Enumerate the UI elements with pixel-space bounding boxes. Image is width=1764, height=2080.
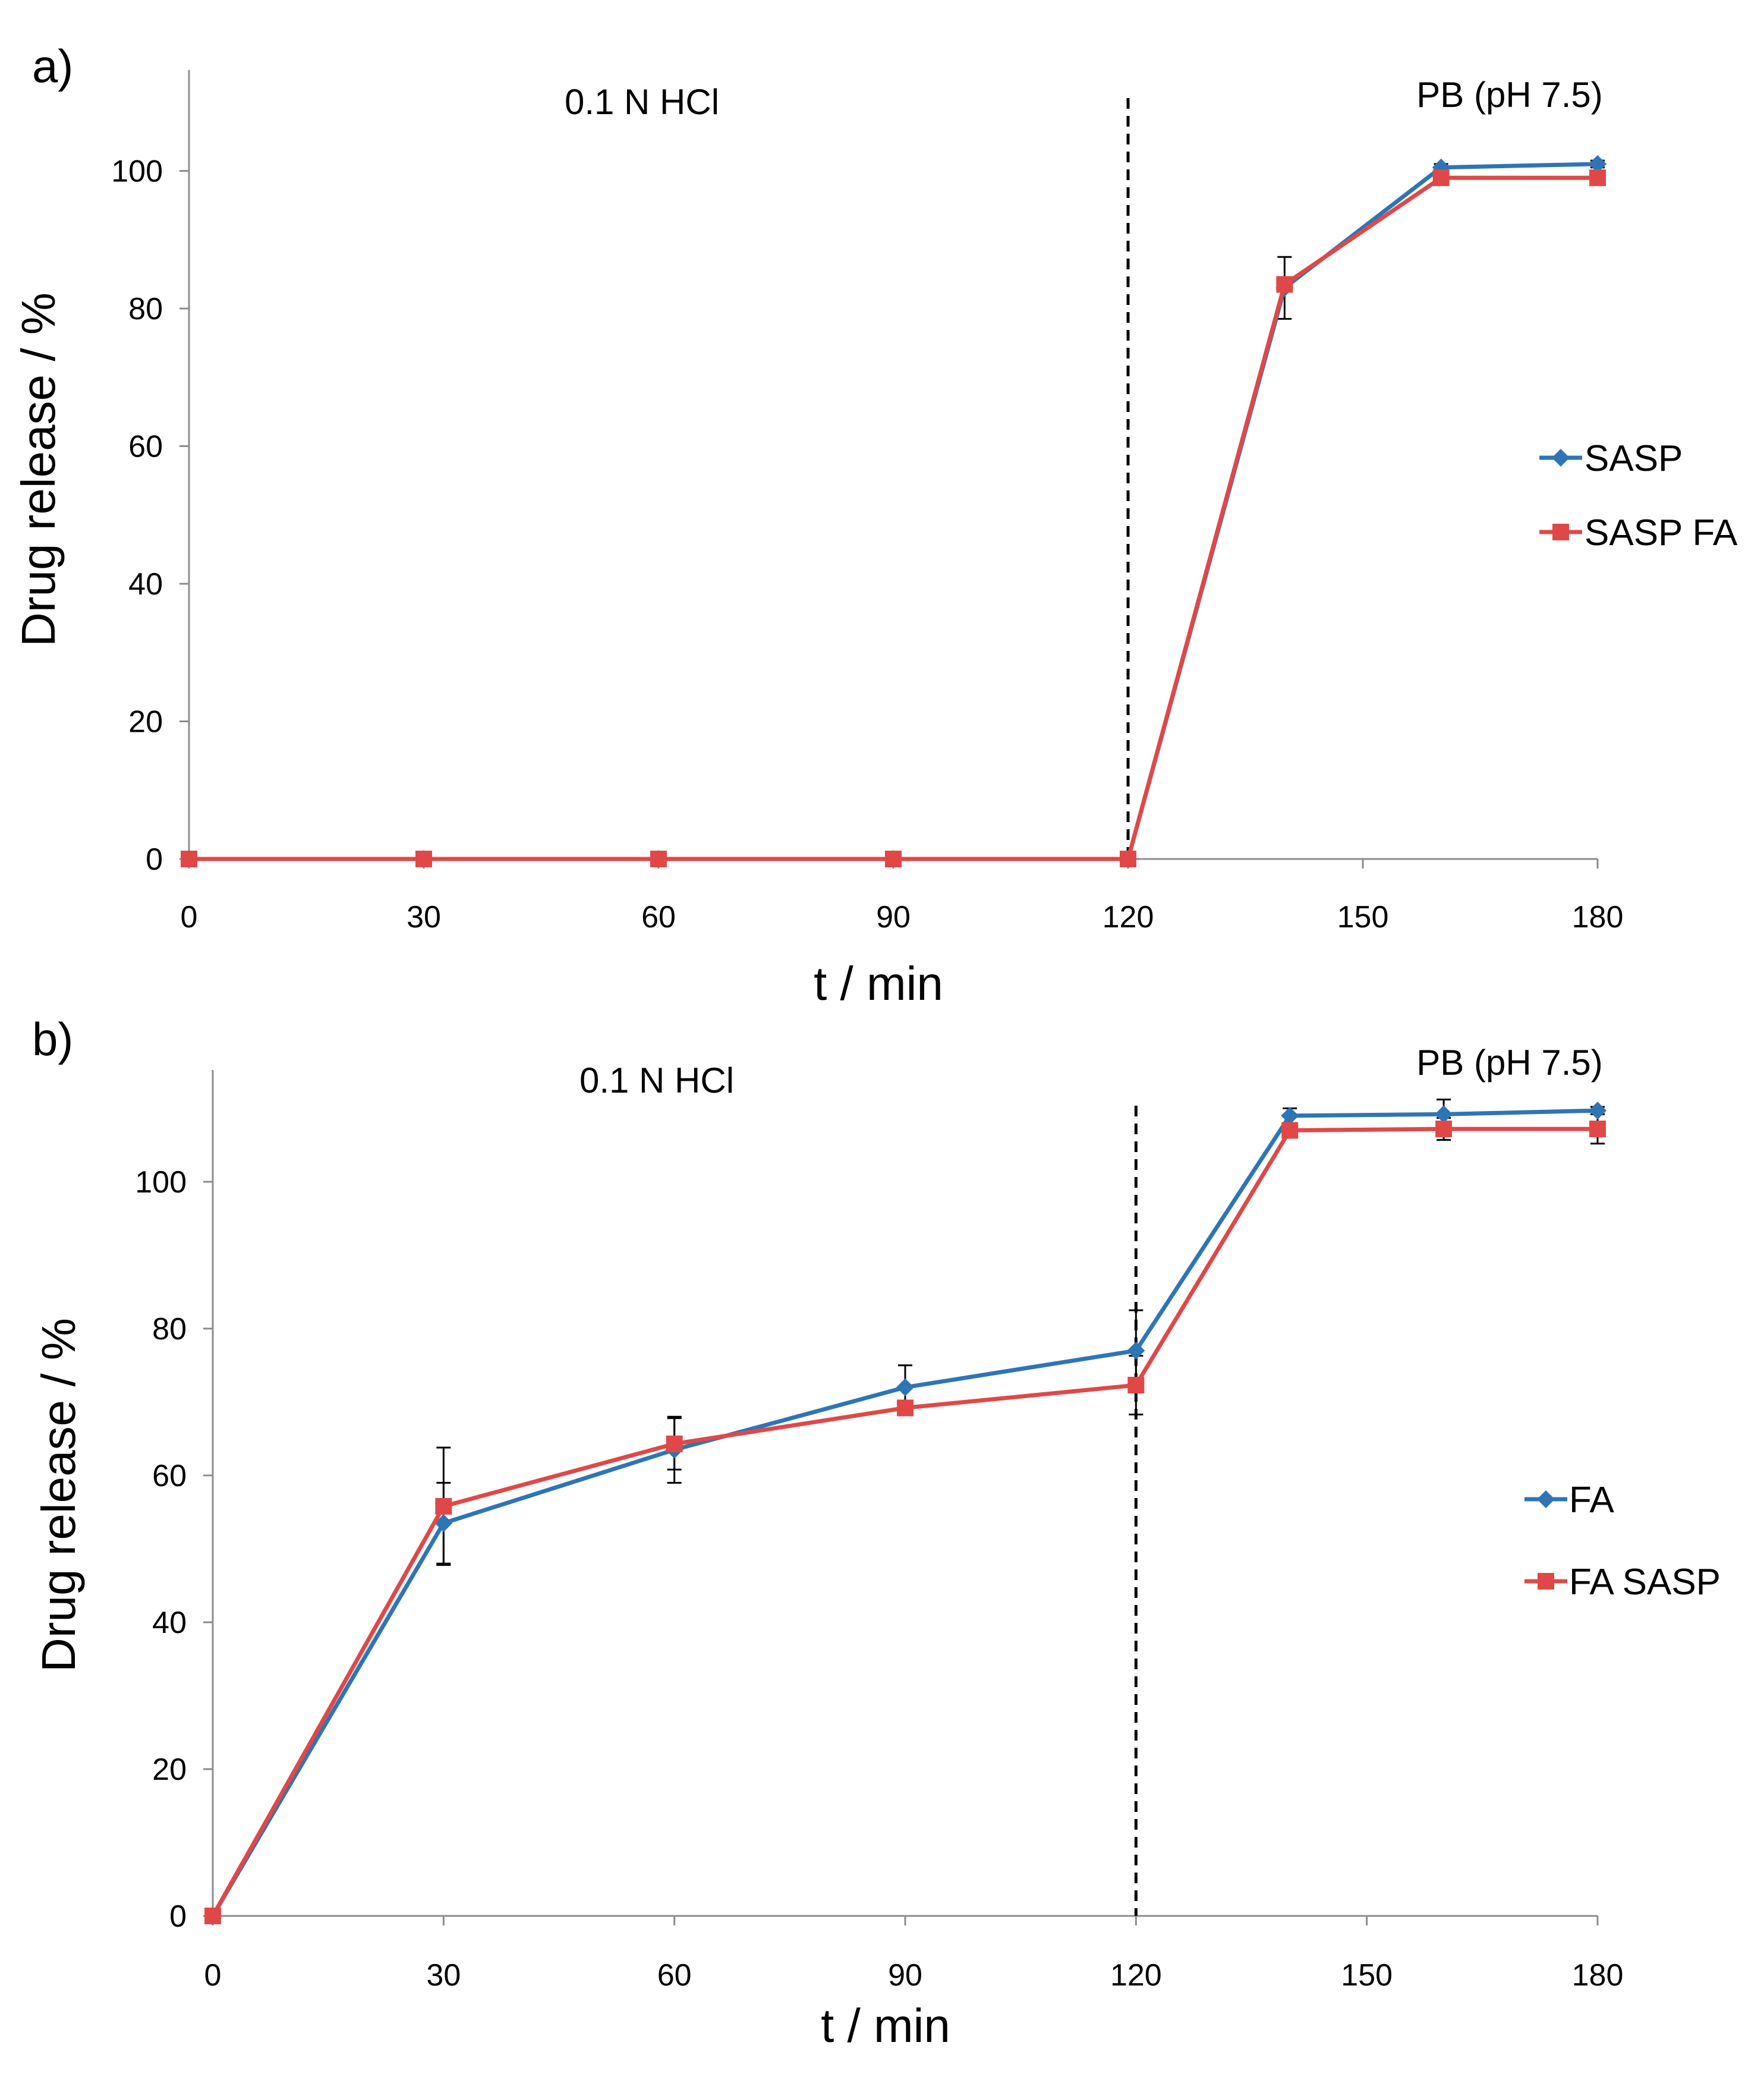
data-point-square (1432, 169, 1450, 187)
data-point-square (1589, 169, 1606, 187)
data-point-square (897, 1399, 914, 1417)
legend-label: FA SASP (1569, 1562, 1721, 1603)
x-tick-label: 180 (1572, 900, 1624, 934)
y-tick-label: 80 (152, 1312, 187, 1346)
data-point-square (1276, 276, 1293, 293)
x-tick-label: 60 (657, 1958, 692, 1993)
data-point-square (181, 851, 197, 867)
region-label-buffer: PB (pH 7.5) (1416, 1043, 1602, 1083)
y-tick-label: 60 (152, 1459, 187, 1493)
x-tick-label: 90 (876, 900, 911, 934)
data-point-square (435, 1497, 452, 1515)
data-point-diamond (896, 1378, 914, 1396)
legend-item: FA SASP (1524, 1562, 1721, 1603)
y-tick-label: 40 (152, 1606, 187, 1640)
data-point-square (1120, 851, 1136, 867)
data-point-square (415, 851, 432, 867)
x-tick-label: 60 (641, 900, 676, 934)
legend-label: SASP (1585, 438, 1683, 479)
data-point-diamond (1435, 1105, 1453, 1124)
data-point-square (666, 1435, 683, 1452)
x-tick-label: 0 (204, 1958, 222, 1993)
chart-panel-b: b) 0 30 60 90 120 150 180 0 20 40 60 80 100 t / min Dru… (32, 1013, 1721, 2052)
x-tick-label: 120 (1110, 1958, 1162, 1993)
y-tick-label: 60 (128, 430, 163, 464)
x-tick-label: 90 (888, 1958, 922, 1993)
x-tick-label: 30 (407, 900, 441, 934)
y-tick-label: 20 (128, 705, 163, 740)
y-tick-label: 20 (152, 1752, 187, 1787)
x-tick-label: 180 (1572, 1958, 1624, 1993)
legend-item: FA (1524, 1480, 1614, 1521)
y-tick-label: 80 (128, 292, 163, 326)
legend-diamond-marker (1552, 449, 1570, 467)
y-tick-label: 100 (111, 155, 163, 189)
x-tick-label: 120 (1102, 900, 1154, 934)
chart-panel-a: a) 0 30 60 90 120 150 180 0 20 40 60 80 100 t / min Dru… (12, 40, 1738, 1010)
x-tick-label: 30 (426, 1958, 461, 1993)
x-axis-title: t / min (821, 1999, 950, 2052)
panel-label: b) (32, 1013, 73, 1065)
data-point-square (1435, 1121, 1453, 1138)
series-line-fa (210, 1108, 1598, 1917)
y-tick-label: 100 (135, 1165, 187, 1200)
x-axis-title: t / min (814, 957, 943, 1010)
data-point-diamond (1127, 1342, 1145, 1360)
region-label-acid: 0.1 N HCl (565, 82, 719, 122)
data-point-diamond (434, 1514, 453, 1533)
legend-label: FA (1569, 1480, 1614, 1521)
data-point-diamond (1589, 1102, 1606, 1120)
data-point-square (1281, 1122, 1299, 1139)
data-point-diamond (1281, 1106, 1299, 1125)
region-label-buffer: PB (pH 7.5) (1416, 75, 1602, 115)
x-tick-label: 150 (1341, 1958, 1393, 1993)
data-point-square (650, 851, 667, 867)
y-tick-label: 0 (146, 842, 163, 877)
y-axis-title: Drug release / % (12, 292, 65, 647)
panel-label: a) (32, 40, 73, 92)
legend-diamond-marker (1537, 1490, 1555, 1508)
data-point-square (204, 1908, 221, 1924)
y-tick-label: 0 (169, 1899, 187, 1934)
region-label-acid: 0.1 N HCl (579, 1061, 734, 1100)
data-point-diamond (1589, 155, 1606, 173)
data-point-square (1589, 1121, 1606, 1138)
legend-item: SASP (1539, 438, 1683, 479)
series-line-fa-sasp (210, 1126, 1598, 1917)
x-tick-label: 0 (181, 900, 198, 934)
series-line-sasp (189, 162, 1598, 861)
y-axis-title: Drug release / % (32, 1318, 85, 1672)
legend-label: SASP FA (1585, 512, 1738, 553)
y-tick-label: 40 (128, 567, 163, 602)
data-point-square (885, 851, 902, 867)
x-tick-label: 150 (1337, 900, 1389, 934)
legend-item: SASP FA (1539, 512, 1738, 553)
series-line-sasp-fa (189, 175, 1598, 861)
legend-square-marker (1538, 1573, 1554, 1590)
legend-square-marker (1552, 524, 1569, 540)
legend: SASP SASP FA (1539, 438, 1738, 553)
legend: FA FA SASP (1524, 1480, 1721, 1603)
data-point-square (1127, 1377, 1145, 1394)
